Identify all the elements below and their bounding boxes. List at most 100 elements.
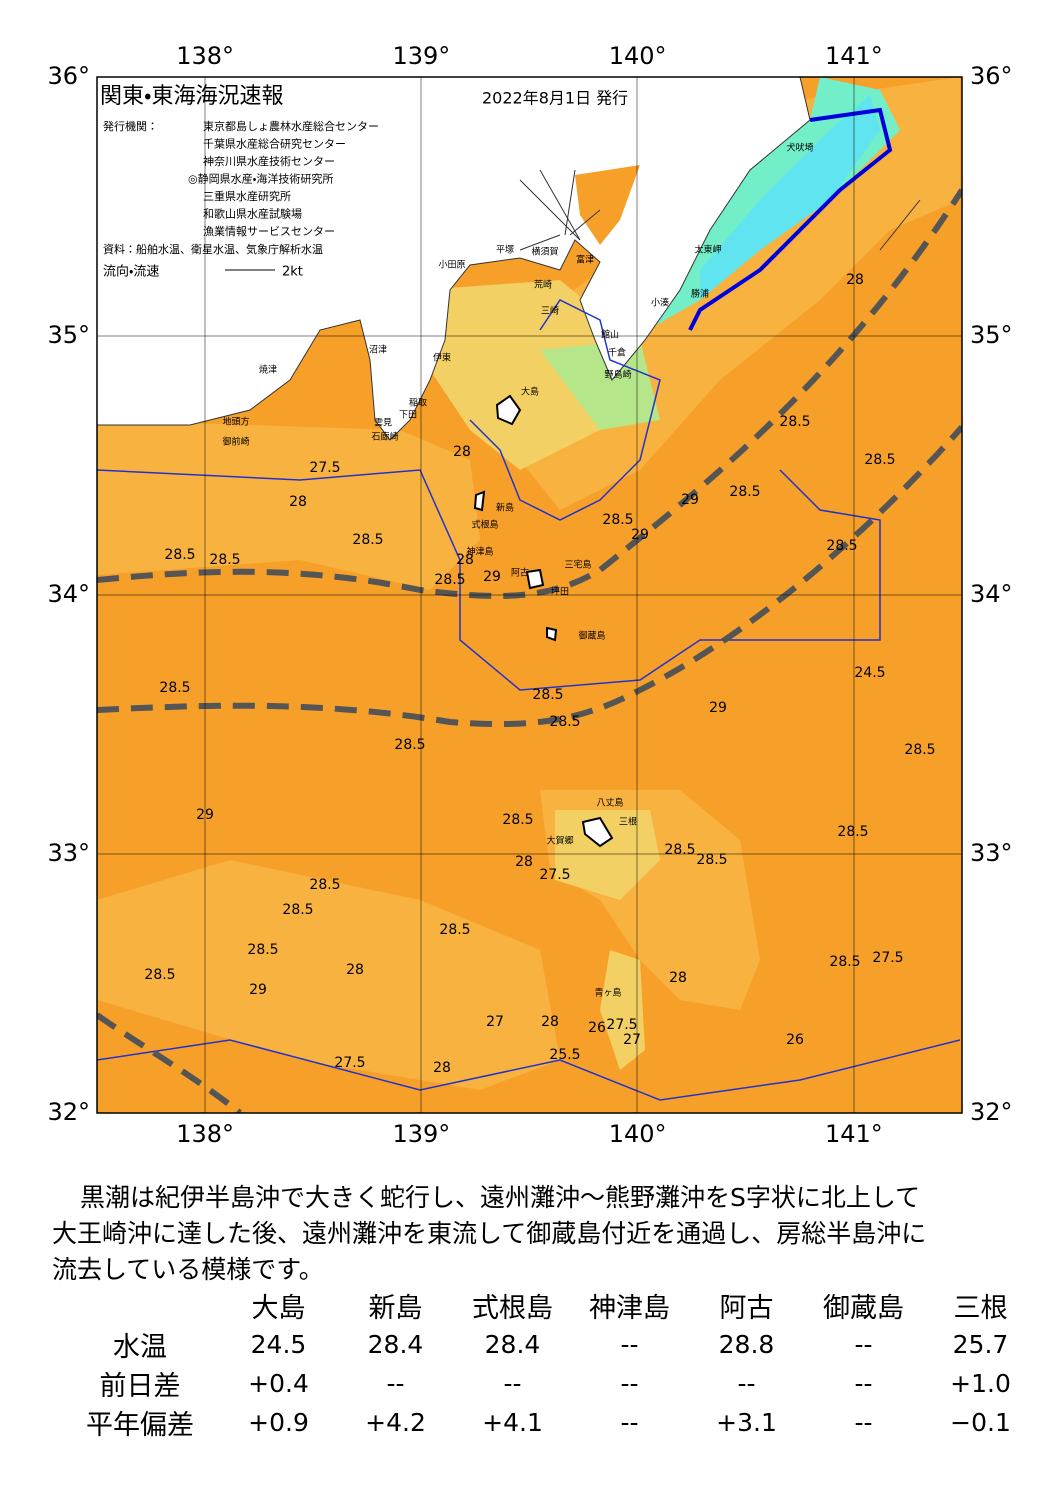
isotherm-label: 29: [631, 527, 649, 543]
place-name: 三崎: [541, 305, 559, 317]
cell: +4.2: [365, 1408, 426, 1437]
isotherm-label: 28.5: [439, 922, 470, 938]
issuer: 三重県水産研究所: [203, 189, 291, 203]
lat-label: 36°: [970, 62, 1013, 90]
column-header: 大島: [251, 1293, 306, 1324]
isotherm-label: 24.5: [854, 665, 885, 681]
isotherm-label: 28.5: [144, 967, 175, 983]
place-name: 犬吠埼: [786, 142, 813, 154]
issue-date: 2022年8月1日 発行: [482, 89, 628, 108]
isotherm-label: 27.5: [872, 950, 903, 966]
place-name: 伊東: [433, 352, 451, 364]
lon-label: 139°: [392, 1120, 450, 1148]
isotherm-label: 28.5: [864, 452, 895, 468]
place-name: 小湊: [651, 297, 669, 309]
isotherm-label: 28.5: [164, 547, 195, 563]
cell: +1.0: [950, 1369, 1011, 1398]
place-name: 横須賀: [531, 246, 558, 258]
lat-label: 35°: [47, 321, 90, 349]
place-name: 大賀郷: [546, 835, 573, 847]
flow-legend: 流向・流速: [103, 264, 159, 280]
place-name: 千倉: [608, 348, 626, 359]
isotherm-label: 28.5: [352, 532, 383, 548]
lon-label: 141°: [825, 1120, 883, 1148]
lat-label: 34°: [47, 580, 90, 608]
cell: --: [620, 1369, 639, 1398]
isotherm-label: 28: [515, 854, 533, 870]
isotherm-label: 28.5: [779, 414, 810, 430]
place-name: 新島: [496, 502, 514, 514]
cell: +3.1: [716, 1408, 777, 1437]
isotherm-label: 27: [623, 1032, 641, 1048]
place-name: 石廊崎: [371, 431, 398, 443]
table-row: 水温 24.5 28.4 28.4 -- 28.8 -- 25.7: [60, 1325, 1039, 1364]
row-header: 前日差: [99, 1371, 181, 1402]
issuer: 和歌山県水産試験場: [203, 207, 302, 221]
isotherm-label: 28.5: [829, 954, 860, 970]
isotherm-label: 28.5: [837, 824, 868, 840]
flow-scale: 2kt: [282, 265, 303, 280]
lat-label: 32°: [970, 1098, 1013, 1126]
place-name: 式根島: [471, 519, 498, 531]
isotherm-label: 27.5: [539, 867, 570, 883]
sea-temperature: [97, 77, 962, 1113]
source: 資料：船舶水温、衛星水温、気象庁解析水温: [103, 242, 323, 256]
place-name: 太東岬: [694, 244, 721, 256]
lat-label: 35°: [970, 321, 1013, 349]
isotherm-label: 28.5: [729, 484, 760, 500]
isotherm-label: 28.5: [502, 812, 533, 828]
column-header: 神津島: [589, 1293, 670, 1324]
corner: [60, 1286, 220, 1325]
cell: 28.4: [367, 1330, 424, 1359]
lat-label: 33°: [970, 839, 1013, 867]
temperature-table: 大島 新島 式根島 神津島 阿古 御蔵島 三根 水温 24.5 28.4 28.4 -- 28.8 -- 2…: [60, 1286, 1039, 1442]
lon-label: 138°: [176, 42, 234, 70]
issuer: 漁業情報サービスセンター: [203, 224, 335, 238]
isotherm-label: 28.5: [664, 842, 695, 858]
isotherm-label: 28.5: [247, 942, 278, 958]
place-name: 荒崎: [534, 279, 552, 291]
isotherm-label: 28: [456, 552, 474, 568]
lon-label: 140°: [609, 1120, 667, 1148]
isotherm-label: 26: [588, 1020, 606, 1036]
isotherm-label: 28: [433, 1060, 451, 1076]
isotherm-label: 28.5: [696, 852, 727, 868]
issuer: 神奈川県水産技術センター: [203, 154, 335, 168]
cell: +4.1: [482, 1408, 543, 1437]
cell: --: [620, 1408, 639, 1437]
place-name: 野島崎: [604, 369, 631, 381]
isotherm-label: 28.5: [904, 742, 935, 758]
summary-line: 大王崎沖に達した後、遠州灘沖を東流して御蔵島付近を通過し、房総半島沖に: [52, 1219, 927, 1248]
summary-line: 黒潮は紀伊半島沖で大きく蛇行し、遠州灘沖～熊野灘沖をS字状に北上して: [80, 1183, 921, 1212]
place-name: 青ヶ島: [594, 987, 621, 999]
isotherm-label: 28.5: [159, 680, 190, 696]
place-name: 阿古: [511, 567, 529, 579]
isotherm-label: 27: [486, 1014, 504, 1030]
row-header: 平年偏差: [86, 1410, 194, 1441]
column-header: 三根: [953, 1293, 1008, 1324]
place-name: 焼津: [259, 365, 277, 376]
issuer-label: 発行機関：: [103, 119, 158, 133]
cell: −0.1: [950, 1408, 1011, 1437]
isotherm-label: 25.5: [549, 1047, 580, 1063]
cell: 28.8: [718, 1330, 775, 1359]
place-name: 三根: [619, 816, 637, 828]
place-name: 地頭方: [222, 416, 249, 428]
cell: +0.9: [248, 1408, 309, 1437]
cell: --: [737, 1369, 756, 1398]
cell: --: [620, 1330, 639, 1359]
lon-label: 139°: [392, 42, 450, 70]
isotherm-label: 28: [669, 970, 687, 986]
isotherm-label: 27.5: [606, 1017, 637, 1033]
lon-label: 140°: [609, 42, 667, 70]
table-row: 平年偏差 +0.9 +4.2 +4.1 -- +3.1 -- −0.1: [60, 1403, 1039, 1442]
place-name: 八丈島: [596, 797, 623, 809]
isotherm-label: 28: [541, 1014, 559, 1030]
cell: --: [854, 1369, 873, 1398]
column-header: 式根島: [472, 1293, 553, 1324]
place-name: 三宅島: [564, 559, 591, 571]
map: 関東・東海海況速報 2022年8月1日 発行 発行機関： 資料：船舶水温、衛星水…: [47, 42, 1013, 1148]
lat-label: 33°: [47, 839, 90, 867]
place-name: 勝浦: [691, 288, 709, 300]
column-header: 新島: [368, 1293, 423, 1324]
